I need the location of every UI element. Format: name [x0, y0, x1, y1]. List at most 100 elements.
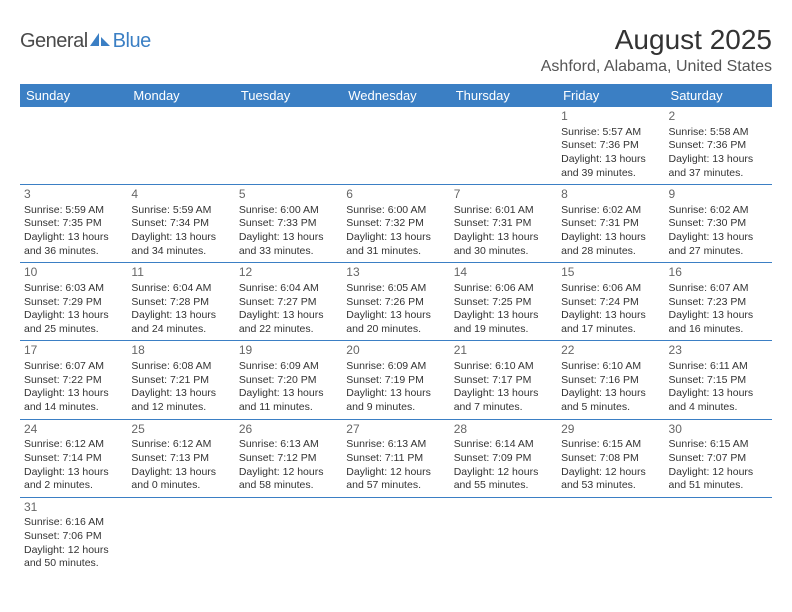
sunrise-text: Sunrise: 6:16 AM [24, 516, 123, 530]
day-header-thursday: Thursday [450, 84, 557, 107]
week-row: 24Sunrise: 6:12 AMSunset: 7:14 PMDayligh… [20, 420, 772, 498]
weeks-container: 1Sunrise: 5:57 AMSunset: 7:36 PMDaylight… [20, 107, 772, 575]
day-number: 3 [24, 187, 123, 203]
day-cell: 1Sunrise: 5:57 AMSunset: 7:36 PMDaylight… [557, 107, 664, 184]
sunrise-text: Sunrise: 5:58 AM [669, 126, 768, 140]
sunset-text: Sunset: 7:07 PM [669, 452, 768, 466]
day-number: 12 [239, 265, 338, 281]
daylight-text: Daylight: 13 hours and 19 minutes. [454, 309, 553, 336]
location-subtitle: Ashford, Alabama, United States [541, 58, 772, 76]
sunrise-text: Sunrise: 6:04 AM [131, 282, 230, 296]
daylight-text: Daylight: 13 hours and 5 minutes. [561, 387, 660, 414]
daylight-text: Daylight: 13 hours and 30 minutes. [454, 231, 553, 258]
day-number: 16 [669, 265, 768, 281]
sunrise-text: Sunrise: 6:02 AM [561, 204, 660, 218]
day-cell: 16Sunrise: 6:07 AMSunset: 7:23 PMDayligh… [665, 263, 772, 340]
day-header-friday: Friday [557, 84, 664, 107]
daylight-text: Daylight: 13 hours and 12 minutes. [131, 387, 230, 414]
day-number: 29 [561, 422, 660, 438]
sunset-text: Sunset: 7:21 PM [131, 374, 230, 388]
day-cell: 21Sunrise: 6:10 AMSunset: 7:17 PMDayligh… [450, 341, 557, 418]
day-cell: 15Sunrise: 6:06 AMSunset: 7:24 PMDayligh… [557, 263, 664, 340]
day-cell: 9Sunrise: 6:02 AMSunset: 7:30 PMDaylight… [665, 185, 772, 262]
day-cell: 13Sunrise: 6:05 AMSunset: 7:26 PMDayligh… [342, 263, 449, 340]
sunset-text: Sunset: 7:30 PM [669, 217, 768, 231]
sunset-text: Sunset: 7:09 PM [454, 452, 553, 466]
day-cell: 14Sunrise: 6:06 AMSunset: 7:25 PMDayligh… [450, 263, 557, 340]
day-number: 27 [346, 422, 445, 438]
day-number: 21 [454, 343, 553, 359]
daylight-text: Daylight: 13 hours and 9 minutes. [346, 387, 445, 414]
day-number: 9 [669, 187, 768, 203]
day-cell: 8Sunrise: 6:02 AMSunset: 7:31 PMDaylight… [557, 185, 664, 262]
sunset-text: Sunset: 7:25 PM [454, 296, 553, 310]
day-number: 25 [131, 422, 230, 438]
day-cell: 28Sunrise: 6:14 AMSunset: 7:09 PMDayligh… [450, 420, 557, 497]
day-cell: 24Sunrise: 6:12 AMSunset: 7:14 PMDayligh… [20, 420, 127, 497]
daylight-text: Daylight: 13 hours and 14 minutes. [24, 387, 123, 414]
day-number: 13 [346, 265, 445, 281]
sunrise-text: Sunrise: 6:07 AM [24, 360, 123, 374]
sunrise-text: Sunrise: 6:07 AM [669, 282, 768, 296]
logo-text-blue: Blue [113, 30, 151, 53]
day-cell [235, 498, 342, 575]
sunrise-text: Sunrise: 6:06 AM [561, 282, 660, 296]
day-number: 22 [561, 343, 660, 359]
daylight-text: Daylight: 12 hours and 50 minutes. [24, 544, 123, 571]
day-number: 17 [24, 343, 123, 359]
sunset-text: Sunset: 7:24 PM [561, 296, 660, 310]
day-number: 11 [131, 265, 230, 281]
sunset-text: Sunset: 7:13 PM [131, 452, 230, 466]
daylight-text: Daylight: 13 hours and 24 minutes. [131, 309, 230, 336]
week-row: 31Sunrise: 6:16 AMSunset: 7:06 PMDayligh… [20, 498, 772, 575]
day-cell: 27Sunrise: 6:13 AMSunset: 7:11 PMDayligh… [342, 420, 449, 497]
sunset-text: Sunset: 7:32 PM [346, 217, 445, 231]
sunset-text: Sunset: 7:08 PM [561, 452, 660, 466]
sunset-text: Sunset: 7:20 PM [239, 374, 338, 388]
sunset-text: Sunset: 7:33 PM [239, 217, 338, 231]
day-cell [450, 107, 557, 184]
daylight-text: Daylight: 12 hours and 51 minutes. [669, 466, 768, 493]
sunset-text: Sunset: 7:16 PM [561, 374, 660, 388]
day-cell: 29Sunrise: 6:15 AMSunset: 7:08 PMDayligh… [557, 420, 664, 497]
day-number: 26 [239, 422, 338, 438]
day-cell: 4Sunrise: 5:59 AMSunset: 7:34 PMDaylight… [127, 185, 234, 262]
day-cell: 25Sunrise: 6:12 AMSunset: 7:13 PMDayligh… [127, 420, 234, 497]
sunset-text: Sunset: 7:17 PM [454, 374, 553, 388]
sunrise-text: Sunrise: 6:13 AM [346, 438, 445, 452]
day-cell: 7Sunrise: 6:01 AMSunset: 7:31 PMDaylight… [450, 185, 557, 262]
day-header-tuesday: Tuesday [235, 84, 342, 107]
sunset-text: Sunset: 7:11 PM [346, 452, 445, 466]
sunrise-text: Sunrise: 5:57 AM [561, 126, 660, 140]
daylight-text: Daylight: 13 hours and 2 minutes. [24, 466, 123, 493]
day-number: 20 [346, 343, 445, 359]
day-number: 30 [669, 422, 768, 438]
day-cell [20, 107, 127, 184]
sunrise-text: Sunrise: 6:12 AM [131, 438, 230, 452]
daylight-text: Daylight: 13 hours and 22 minutes. [239, 309, 338, 336]
day-cell: 10Sunrise: 6:03 AMSunset: 7:29 PMDayligh… [20, 263, 127, 340]
day-cell: 6Sunrise: 6:00 AMSunset: 7:32 PMDaylight… [342, 185, 449, 262]
sunrise-text: Sunrise: 6:02 AM [669, 204, 768, 218]
sunrise-text: Sunrise: 6:09 AM [346, 360, 445, 374]
day-cell: 2Sunrise: 5:58 AMSunset: 7:36 PMDaylight… [665, 107, 772, 184]
sunrise-text: Sunrise: 6:00 AM [346, 204, 445, 218]
day-number: 23 [669, 343, 768, 359]
day-number: 10 [24, 265, 123, 281]
sunrise-text: Sunrise: 6:01 AM [454, 204, 553, 218]
day-cell [235, 107, 342, 184]
sunset-text: Sunset: 7:15 PM [669, 374, 768, 388]
day-header-saturday: Saturday [665, 84, 772, 107]
logo: General Blue [20, 30, 151, 53]
day-cell [127, 107, 234, 184]
daylight-text: Daylight: 12 hours and 55 minutes. [454, 466, 553, 493]
daylight-text: Daylight: 13 hours and 4 minutes. [669, 387, 768, 414]
sunset-text: Sunset: 7:29 PM [24, 296, 123, 310]
day-number: 5 [239, 187, 338, 203]
day-number: 6 [346, 187, 445, 203]
sunset-text: Sunset: 7:12 PM [239, 452, 338, 466]
sunrise-text: Sunrise: 6:12 AM [24, 438, 123, 452]
day-cell: 22Sunrise: 6:10 AMSunset: 7:16 PMDayligh… [557, 341, 664, 418]
day-number: 14 [454, 265, 553, 281]
sunset-text: Sunset: 7:26 PM [346, 296, 445, 310]
